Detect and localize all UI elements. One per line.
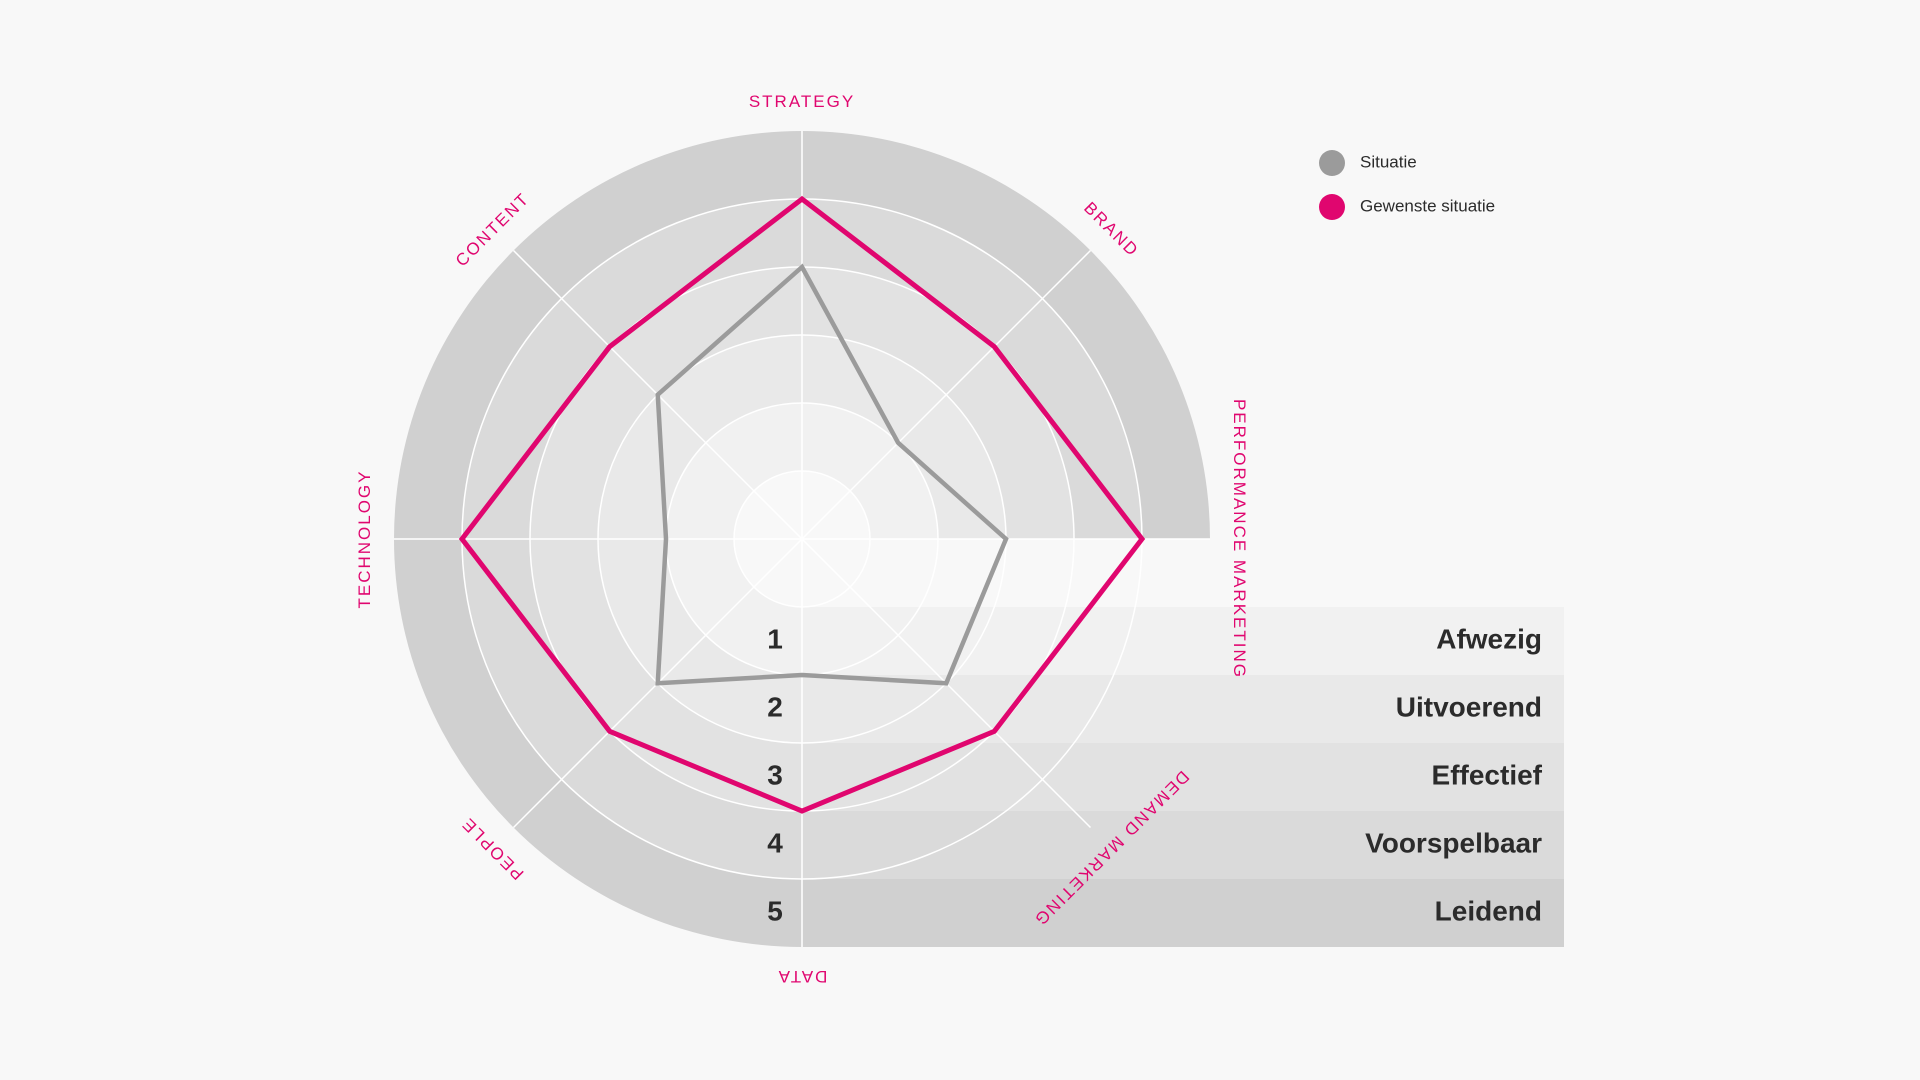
level-name: Effectief <box>1432 759 1543 790</box>
level-band <box>802 675 1564 743</box>
level-band <box>802 607 1564 675</box>
level-number: 3 <box>767 759 783 790</box>
legend-marker <box>1319 150 1345 176</box>
legend-label: Situatie <box>1360 152 1417 171</box>
axis-line <box>801 249 1092 540</box>
level-name: Voorspelbaar <box>1365 827 1542 858</box>
level-band <box>802 879 1564 947</box>
axis-label: PERFORMANCE MARKETING <box>1230 399 1249 679</box>
level-name: Leidend <box>1435 895 1542 926</box>
level-band <box>802 743 1564 811</box>
legend-marker <box>1319 194 1345 220</box>
axis-label: STRATEGY <box>749 92 855 111</box>
axis-label: DATA <box>777 967 828 986</box>
series-line <box>458 195 1146 814</box>
legend-label: Gewenste situatie <box>1360 196 1495 215</box>
series-line <box>655 263 1009 686</box>
level-number: 4 <box>767 827 783 858</box>
level-number: 5 <box>767 895 783 926</box>
axis-label: TECHNOLOGY <box>355 469 374 608</box>
level-name: Afwezig <box>1436 623 1542 654</box>
level-band <box>802 811 1564 879</box>
level-name: Uitvoerend <box>1396 691 1542 722</box>
level-number: 2 <box>767 691 783 722</box>
level-number: 1 <box>767 623 783 654</box>
